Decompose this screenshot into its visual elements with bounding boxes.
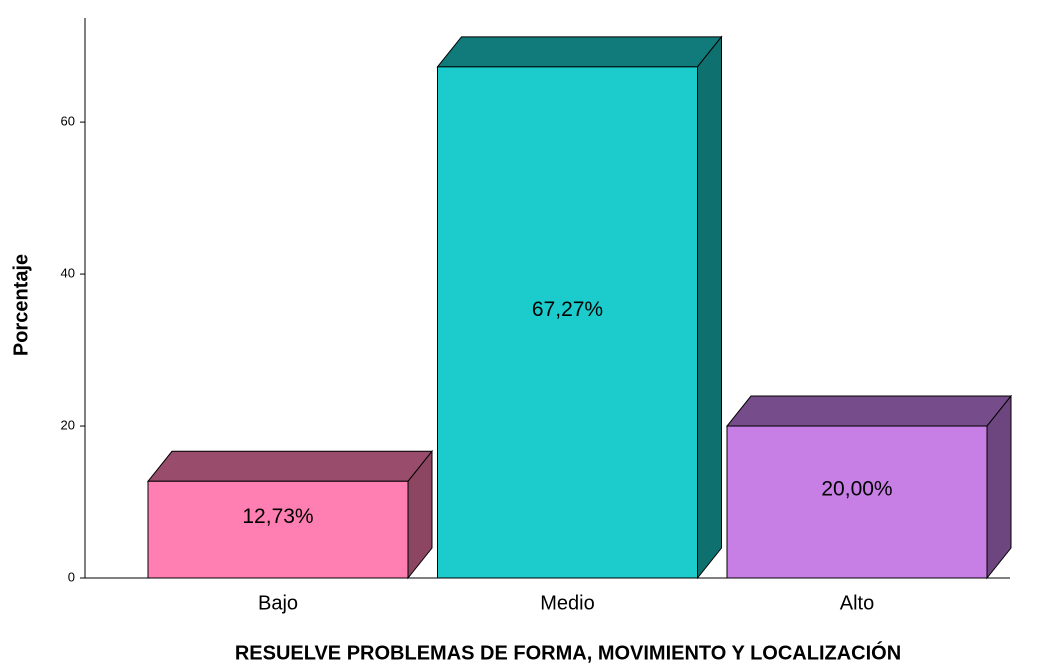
x-axis-title: RESUELVE PROBLEMAS DE FORMA, MOVIMIENTO … <box>235 640 901 664</box>
y-tick-label: 20 <box>61 417 75 432</box>
y-axis-title: Porcentaje <box>10 254 32 356</box>
y-tick-label: 60 <box>61 114 75 129</box>
bar <box>147 480 409 579</box>
bar-top <box>146 450 434 482</box>
x-tick-label: Bajo <box>258 592 298 614</box>
y-tick-label: 0 <box>68 569 75 584</box>
x-tick-label: Alto <box>840 592 874 614</box>
x-tick-label: Medio <box>540 592 594 614</box>
value-label: 20,00% <box>821 478 892 501</box>
bar-side <box>986 394 1012 580</box>
value-label: 67,27% <box>532 298 603 321</box>
y-tick-label: 40 <box>61 266 75 281</box>
bar-top <box>436 36 723 68</box>
value-label: 12,73% <box>242 505 313 528</box>
bar-top <box>725 395 1013 427</box>
bar-side <box>697 35 722 580</box>
bar <box>726 425 988 579</box>
bar <box>437 66 698 579</box>
